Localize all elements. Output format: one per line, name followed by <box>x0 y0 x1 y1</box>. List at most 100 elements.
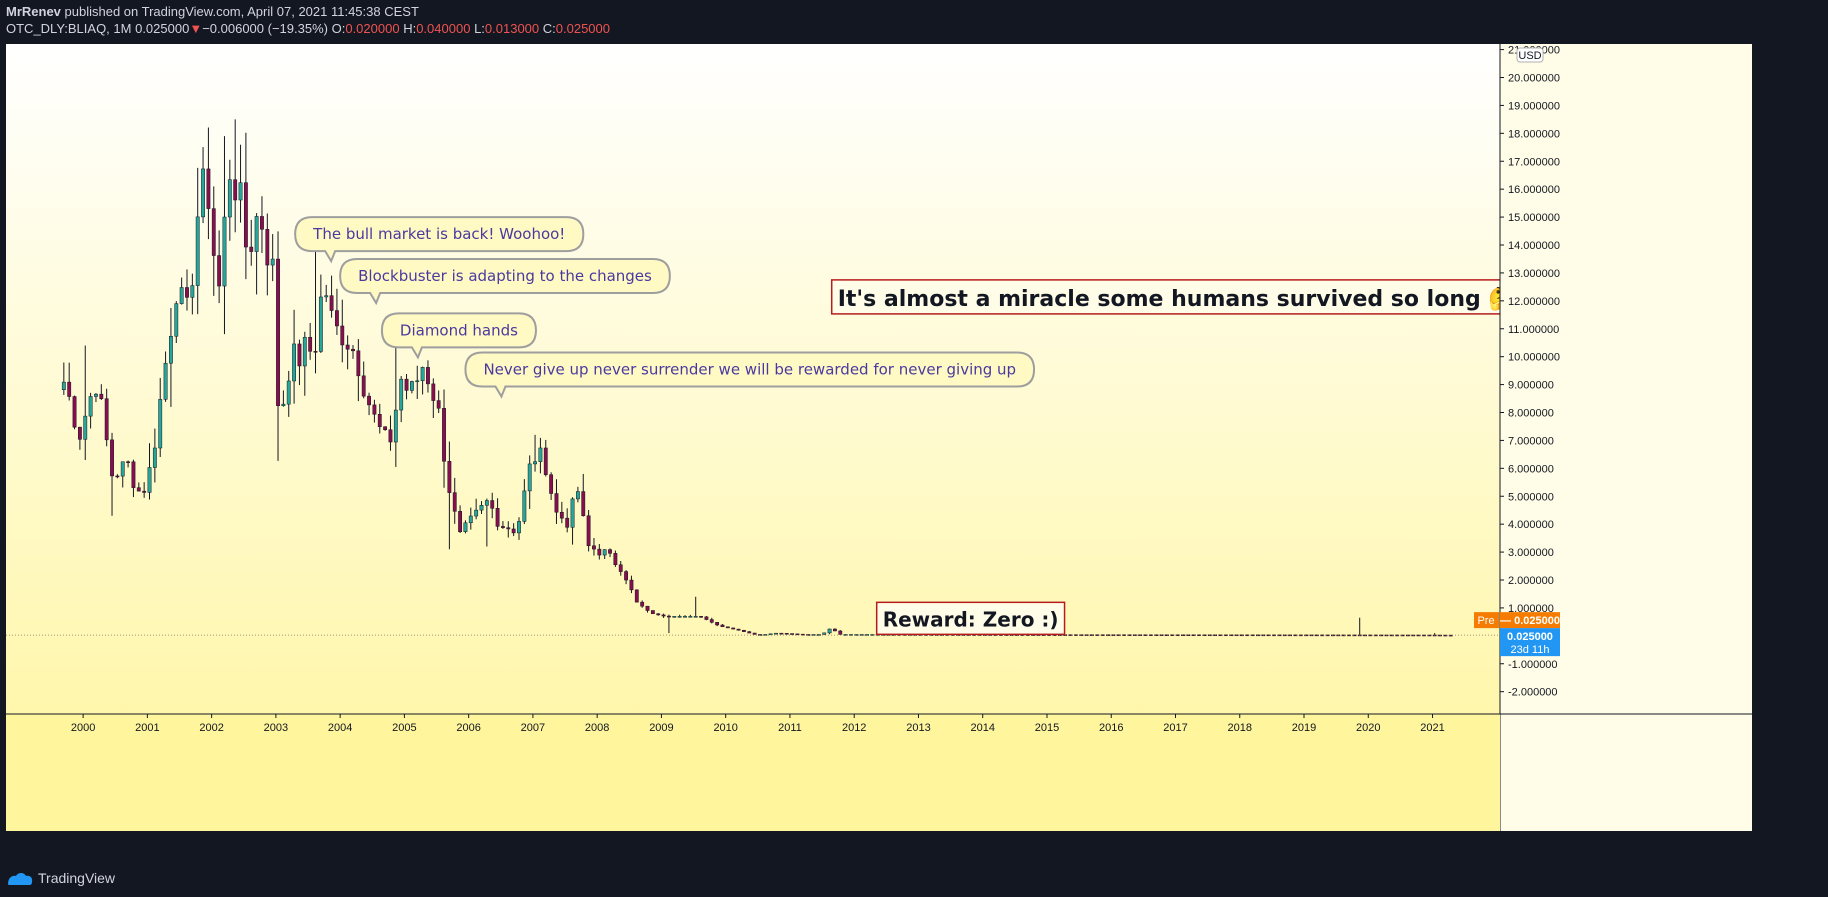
tradingview-logo[interactable]: TradingView <box>6 870 115 886</box>
candle-body <box>624 571 629 581</box>
candle-body <box>672 616 677 618</box>
candle-body <box>217 255 222 287</box>
x-tick-label: 2011 <box>778 722 802 734</box>
candle-body <box>784 633 789 635</box>
time-axis[interactable]: 2000 2001 2002 2003 2004 2005 2006 2007 2008 2009… <box>6 713 1752 831</box>
candle-body <box>442 408 446 462</box>
candle-body <box>586 515 591 547</box>
candle-body <box>747 631 752 634</box>
candle-body <box>169 335 173 364</box>
candle-body <box>436 400 441 409</box>
high-value: 0.040000 <box>416 21 471 36</box>
candle-body <box>1389 634 1394 637</box>
candle-body <box>340 325 345 346</box>
pre-price-tag <box>1500 612 1560 629</box>
y-tick-label: 15.000000 <box>1508 212 1560 224</box>
symbol-label[interactable]: OTC_DLY:BLIAQ, 1M <box>6 21 132 36</box>
candle-body <box>1154 634 1159 636</box>
candle-body <box>725 626 730 629</box>
candle-body <box>474 509 479 517</box>
candlestick-chart[interactable]: The bull market is back! Woohoo! Blockbus… <box>6 44 1752 831</box>
speech-bubble-shape <box>464 351 1036 399</box>
candle-body <box>233 179 238 201</box>
x-tick-label: 2005 <box>392 722 416 734</box>
candle-body <box>608 549 612 554</box>
candle-body <box>1443 634 1448 637</box>
candle-body <box>833 628 837 632</box>
candle-body <box>276 258 280 406</box>
last-price: 0.025000 <box>135 21 190 36</box>
candle-body <box>790 633 795 635</box>
close-label: C: <box>542 21 556 36</box>
candle-body <box>634 589 639 603</box>
candle-body <box>388 429 393 443</box>
speech-bubble: Blockbuster is adapting to the changes <box>339 257 671 306</box>
candle-body <box>94 393 98 397</box>
y-tick-label: 13.000000 <box>1508 268 1560 280</box>
y-tick-label: 17.000000 <box>1508 156 1560 168</box>
candle-body <box>1304 634 1309 637</box>
time-axis-background <box>6 714 1500 831</box>
author-name[interactable]: MrRenev <box>6 4 61 19</box>
candle-body <box>699 616 703 618</box>
candle-body <box>351 348 355 352</box>
x-tick-label: 2007 <box>521 722 545 734</box>
candle-body <box>452 492 457 512</box>
candle-body <box>645 605 650 611</box>
tradingview-brand: TradingView <box>38 870 116 886</box>
candle-body <box>152 447 157 468</box>
candle-body <box>816 634 821 636</box>
candle-body <box>238 182 243 201</box>
candle-body <box>795 633 800 636</box>
candle-body <box>720 624 725 628</box>
y-tick-label: 2.000000 <box>1508 575 1554 587</box>
candle-body <box>61 381 66 390</box>
candle-body <box>688 616 693 618</box>
candle-body <box>292 343 297 382</box>
candle-body <box>115 475 120 478</box>
chart-area[interactable]: The bull market is back! Woohoo! Blockbus… <box>6 44 1752 831</box>
candle-body <box>409 381 414 391</box>
candle-body <box>774 632 778 635</box>
candle-body <box>1314 634 1319 637</box>
candle-body <box>249 246 254 252</box>
candle-body <box>147 467 152 493</box>
candle-body <box>709 619 714 623</box>
last-price-label: 0.025000 <box>1507 631 1553 643</box>
candle-body <box>592 545 596 550</box>
candle-body <box>72 396 77 428</box>
candle-body <box>1427 634 1432 637</box>
candle-body <box>704 616 709 620</box>
candle-body <box>426 367 430 385</box>
publish-info: MrRenev published on TradingView.com, Ap… <box>6 4 419 19</box>
y-tick-label: 12.000000 <box>1508 296 1560 308</box>
candle-body <box>463 522 468 533</box>
x-tick-label: 2013 <box>906 722 930 734</box>
pre-tag-label: Pre <box>1477 615 1494 627</box>
price-axis[interactable]: 21.00000020.00000019.00000018.00000017.0… <box>1474 44 1752 831</box>
candle-body <box>158 399 163 449</box>
x-tick-label: 2020 <box>1356 722 1380 734</box>
candle-body <box>393 409 398 443</box>
candle-body <box>677 616 682 618</box>
x-tick-label: 2010 <box>713 722 737 734</box>
text-note: Reward: Zero :) <box>875 601 1066 636</box>
candle-body <box>377 414 382 427</box>
y-tick-label: 20.000000 <box>1508 73 1560 85</box>
tradingview-logo-icon <box>8 873 33 885</box>
candle-body <box>1106 634 1110 636</box>
speech-bubble-shape <box>339 257 671 306</box>
candle-body <box>110 439 114 477</box>
text-note-box <box>875 601 1066 636</box>
candle-body <box>800 633 805 636</box>
candle-body <box>174 303 179 337</box>
candle-body <box>136 487 141 492</box>
candle-body <box>543 447 548 475</box>
candle-body <box>142 490 147 493</box>
candle-body <box>822 632 827 635</box>
candle-body <box>1116 634 1121 636</box>
candle-body <box>741 630 746 632</box>
candle-body <box>511 528 516 534</box>
candle-body <box>383 426 388 430</box>
plot-background <box>6 44 1752 831</box>
